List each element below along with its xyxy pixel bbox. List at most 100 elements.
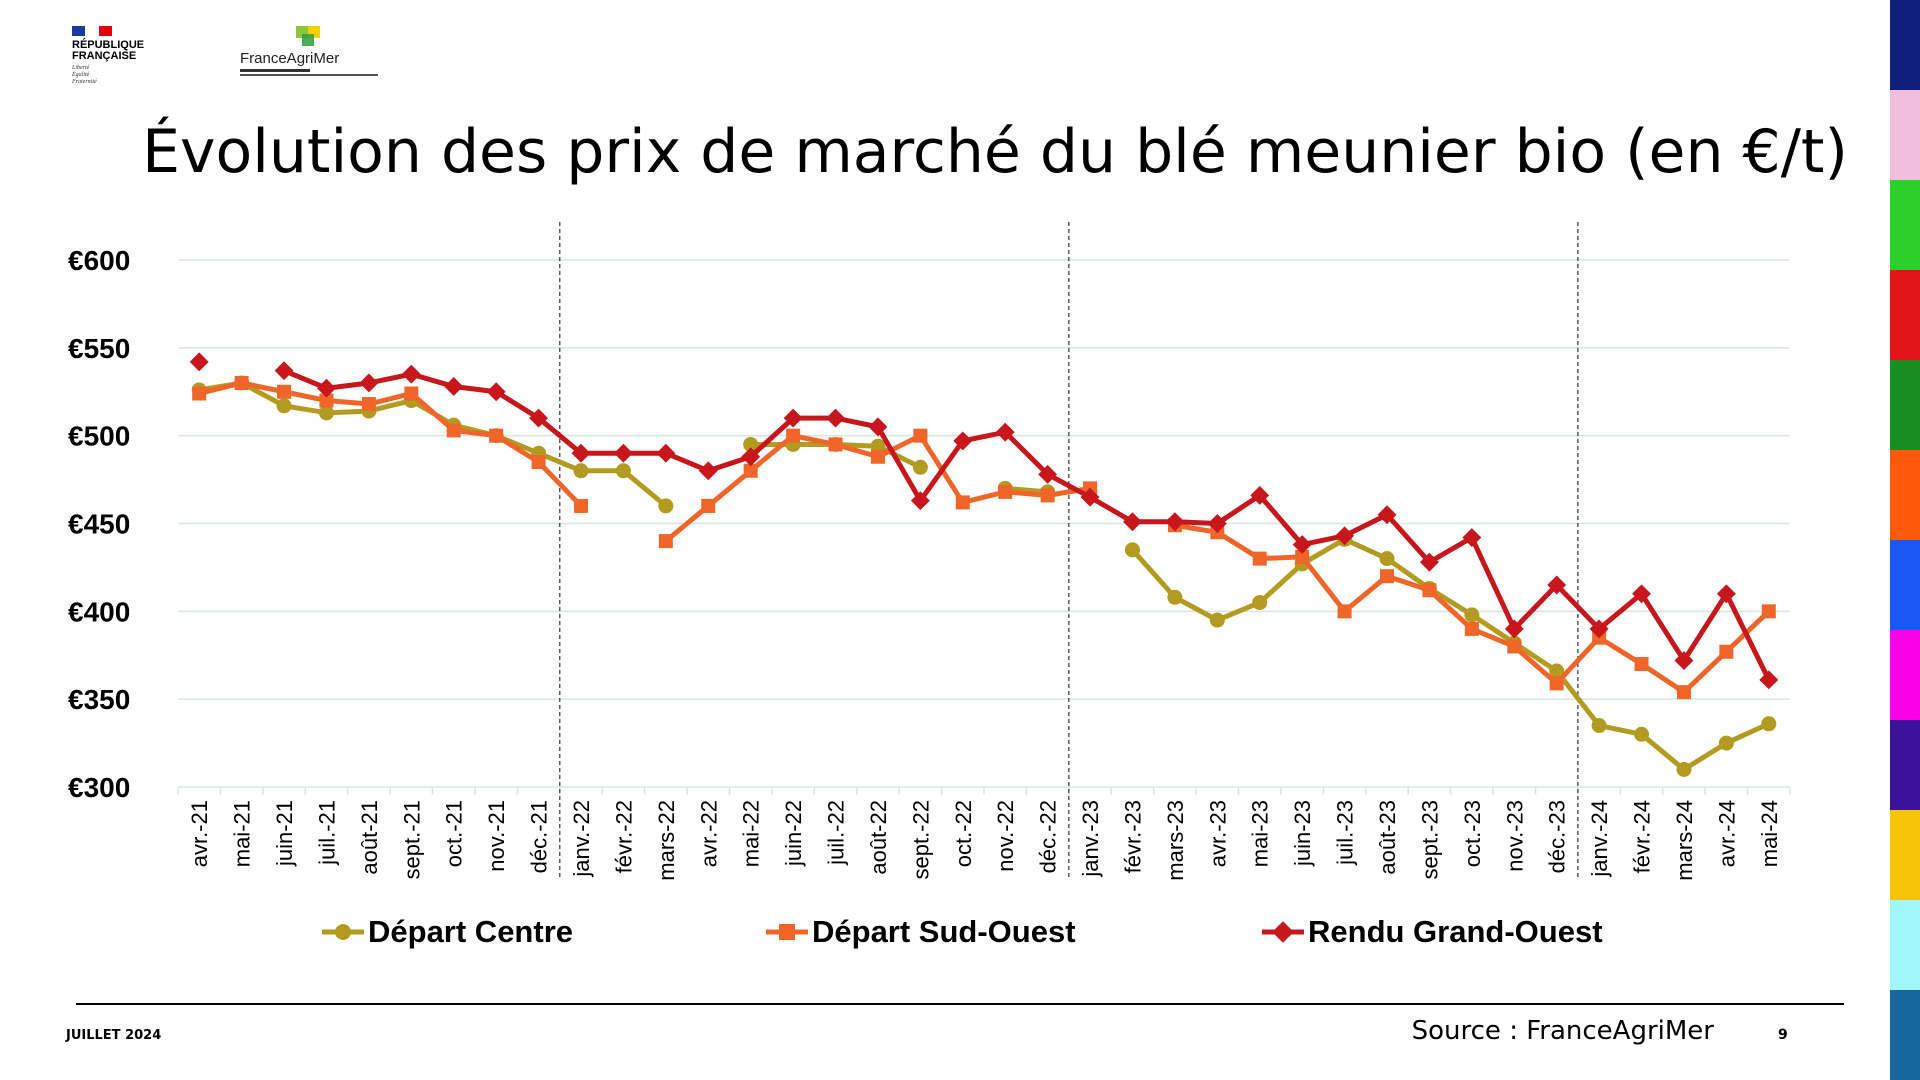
data-point — [529, 408, 549, 428]
strip-band-5 — [1890, 360, 1920, 450]
data-point — [1549, 676, 1564, 691]
data-point — [910, 491, 930, 511]
data-point — [998, 484, 1013, 499]
x-tick-label: juin-22 — [781, 800, 806, 867]
x-tick-label: sept.-21 — [399, 800, 424, 880]
data-point — [1547, 575, 1567, 595]
data-point — [1422, 583, 1437, 598]
x-tick-label: oct.-23 — [1460, 800, 1485, 867]
data-point — [1080, 487, 1100, 507]
x-tick-label: juil.-22 — [824, 800, 849, 866]
x-tick-label: sept.-23 — [1417, 800, 1442, 880]
data-point — [743, 463, 758, 478]
franceagrimer-tagline-graphic — [240, 69, 380, 76]
strip-band-9 — [1890, 720, 1920, 810]
data-point — [1272, 921, 1294, 943]
data-point — [1040, 488, 1055, 503]
x-tick-label: mars-24 — [1672, 800, 1697, 881]
x-tick-label: août-23 — [1375, 800, 1400, 875]
data-point — [189, 352, 209, 372]
republique-francaise-logo: RÉPUBLIQUE FRANÇAISE Liberté Égalité Fra… — [72, 26, 172, 86]
data-point — [1250, 485, 1270, 505]
data-point — [741, 447, 761, 467]
data-point — [319, 393, 334, 408]
x-axis: avr.-21 mai-21 juin-21 juil.-21 août-21 sept.… — [187, 800, 1782, 881]
data-point — [573, 463, 589, 479]
series-line — [1130, 536, 1770, 772]
x-tick-label: déc.-21 — [527, 800, 552, 873]
data-point — [1252, 595, 1268, 611]
data-point — [1167, 589, 1183, 605]
data-point — [1632, 584, 1651, 604]
x-tick-label: avr.-22 — [696, 800, 721, 867]
x-tick-label: juil.-23 — [1333, 800, 1358, 866]
x-tick-label: oct.-21 — [442, 800, 467, 867]
data-point — [276, 398, 292, 414]
x-tick-label: mai-21 — [230, 800, 255, 867]
data-point — [828, 437, 843, 452]
x-tick-label: févr.-22 — [611, 800, 636, 873]
strip-band-11 — [1890, 900, 1920, 990]
x-tick-label: nov.-22 — [993, 800, 1018, 872]
y-tick-label: €450 — [68, 509, 130, 540]
strip-band-4 — [1890, 270, 1920, 360]
data-point — [953, 431, 973, 451]
legend-label: Départ Centre — [368, 914, 573, 949]
x-tick-label: févr.-23 — [1120, 800, 1145, 873]
strip-band-12 — [1890, 990, 1920, 1080]
data-point — [1337, 604, 1352, 619]
data-point — [1716, 584, 1736, 604]
data-point — [1591, 718, 1607, 734]
strip-band-2 — [1890, 90, 1920, 180]
franceagrimer-mark-icon — [292, 26, 326, 50]
data-point — [1507, 639, 1522, 654]
data-point — [658, 498, 674, 514]
franceagrimer-name: FranceAgriMer — [240, 50, 340, 67]
data-point — [1634, 657, 1649, 672]
data-point — [444, 377, 464, 396]
x-tick-label: sept.-22 — [908, 800, 933, 880]
year-dividers — [559, 222, 1579, 880]
franceagrimer-logo: FranceAgriMer — [240, 26, 380, 76]
data-point — [913, 428, 928, 443]
x-tick-label: août-21 — [357, 800, 382, 875]
x-tick-label: févr.-24 — [1630, 800, 1655, 873]
data-point — [912, 459, 928, 475]
x-tick-label: nov.-23 — [1502, 800, 1527, 872]
x-tick-label: mai-23 — [1248, 800, 1273, 867]
series-d-part-centre — [191, 375, 1777, 777]
data-point — [361, 397, 376, 412]
y-tick-label: €500 — [68, 421, 130, 452]
data-point — [1676, 761, 1692, 777]
data-point — [401, 364, 421, 384]
data-point — [1038, 464, 1058, 484]
data-point — [1377, 505, 1397, 525]
data-point — [1295, 549, 1310, 564]
strip-band-6 — [1890, 450, 1920, 540]
data-point — [613, 443, 633, 463]
data-point — [615, 463, 631, 479]
republique-motto: Liberté Égalité Fraternité — [72, 65, 97, 85]
x-tick-label: avr.-23 — [1205, 800, 1230, 867]
french-flag-icon — [72, 26, 112, 36]
x-tick-label: avr.-24 — [1714, 800, 1739, 867]
data-point — [743, 436, 759, 452]
page-title: Évolution des prix de marché du blé meun… — [142, 117, 1848, 187]
data-point — [701, 498, 716, 513]
data-point — [1674, 651, 1694, 670]
data-point — [1207, 514, 1227, 533]
data-point — [1549, 663, 1565, 679]
data-point — [1419, 552, 1439, 572]
data-point — [1123, 512, 1142, 532]
x-tick-label: avr.-21 — [187, 800, 212, 867]
data-point — [995, 422, 1015, 442]
grid-layer — [177, 259, 1791, 795]
data-point — [446, 423, 461, 438]
legend-label: Départ Sud-Ouest — [812, 914, 1076, 949]
x-tick-label: déc.-23 — [1545, 800, 1570, 873]
y-tick-label: €600 — [68, 245, 130, 276]
data-point — [1504, 619, 1524, 639]
series-line — [198, 380, 583, 508]
data-point — [868, 417, 888, 437]
data-point — [574, 498, 588, 513]
